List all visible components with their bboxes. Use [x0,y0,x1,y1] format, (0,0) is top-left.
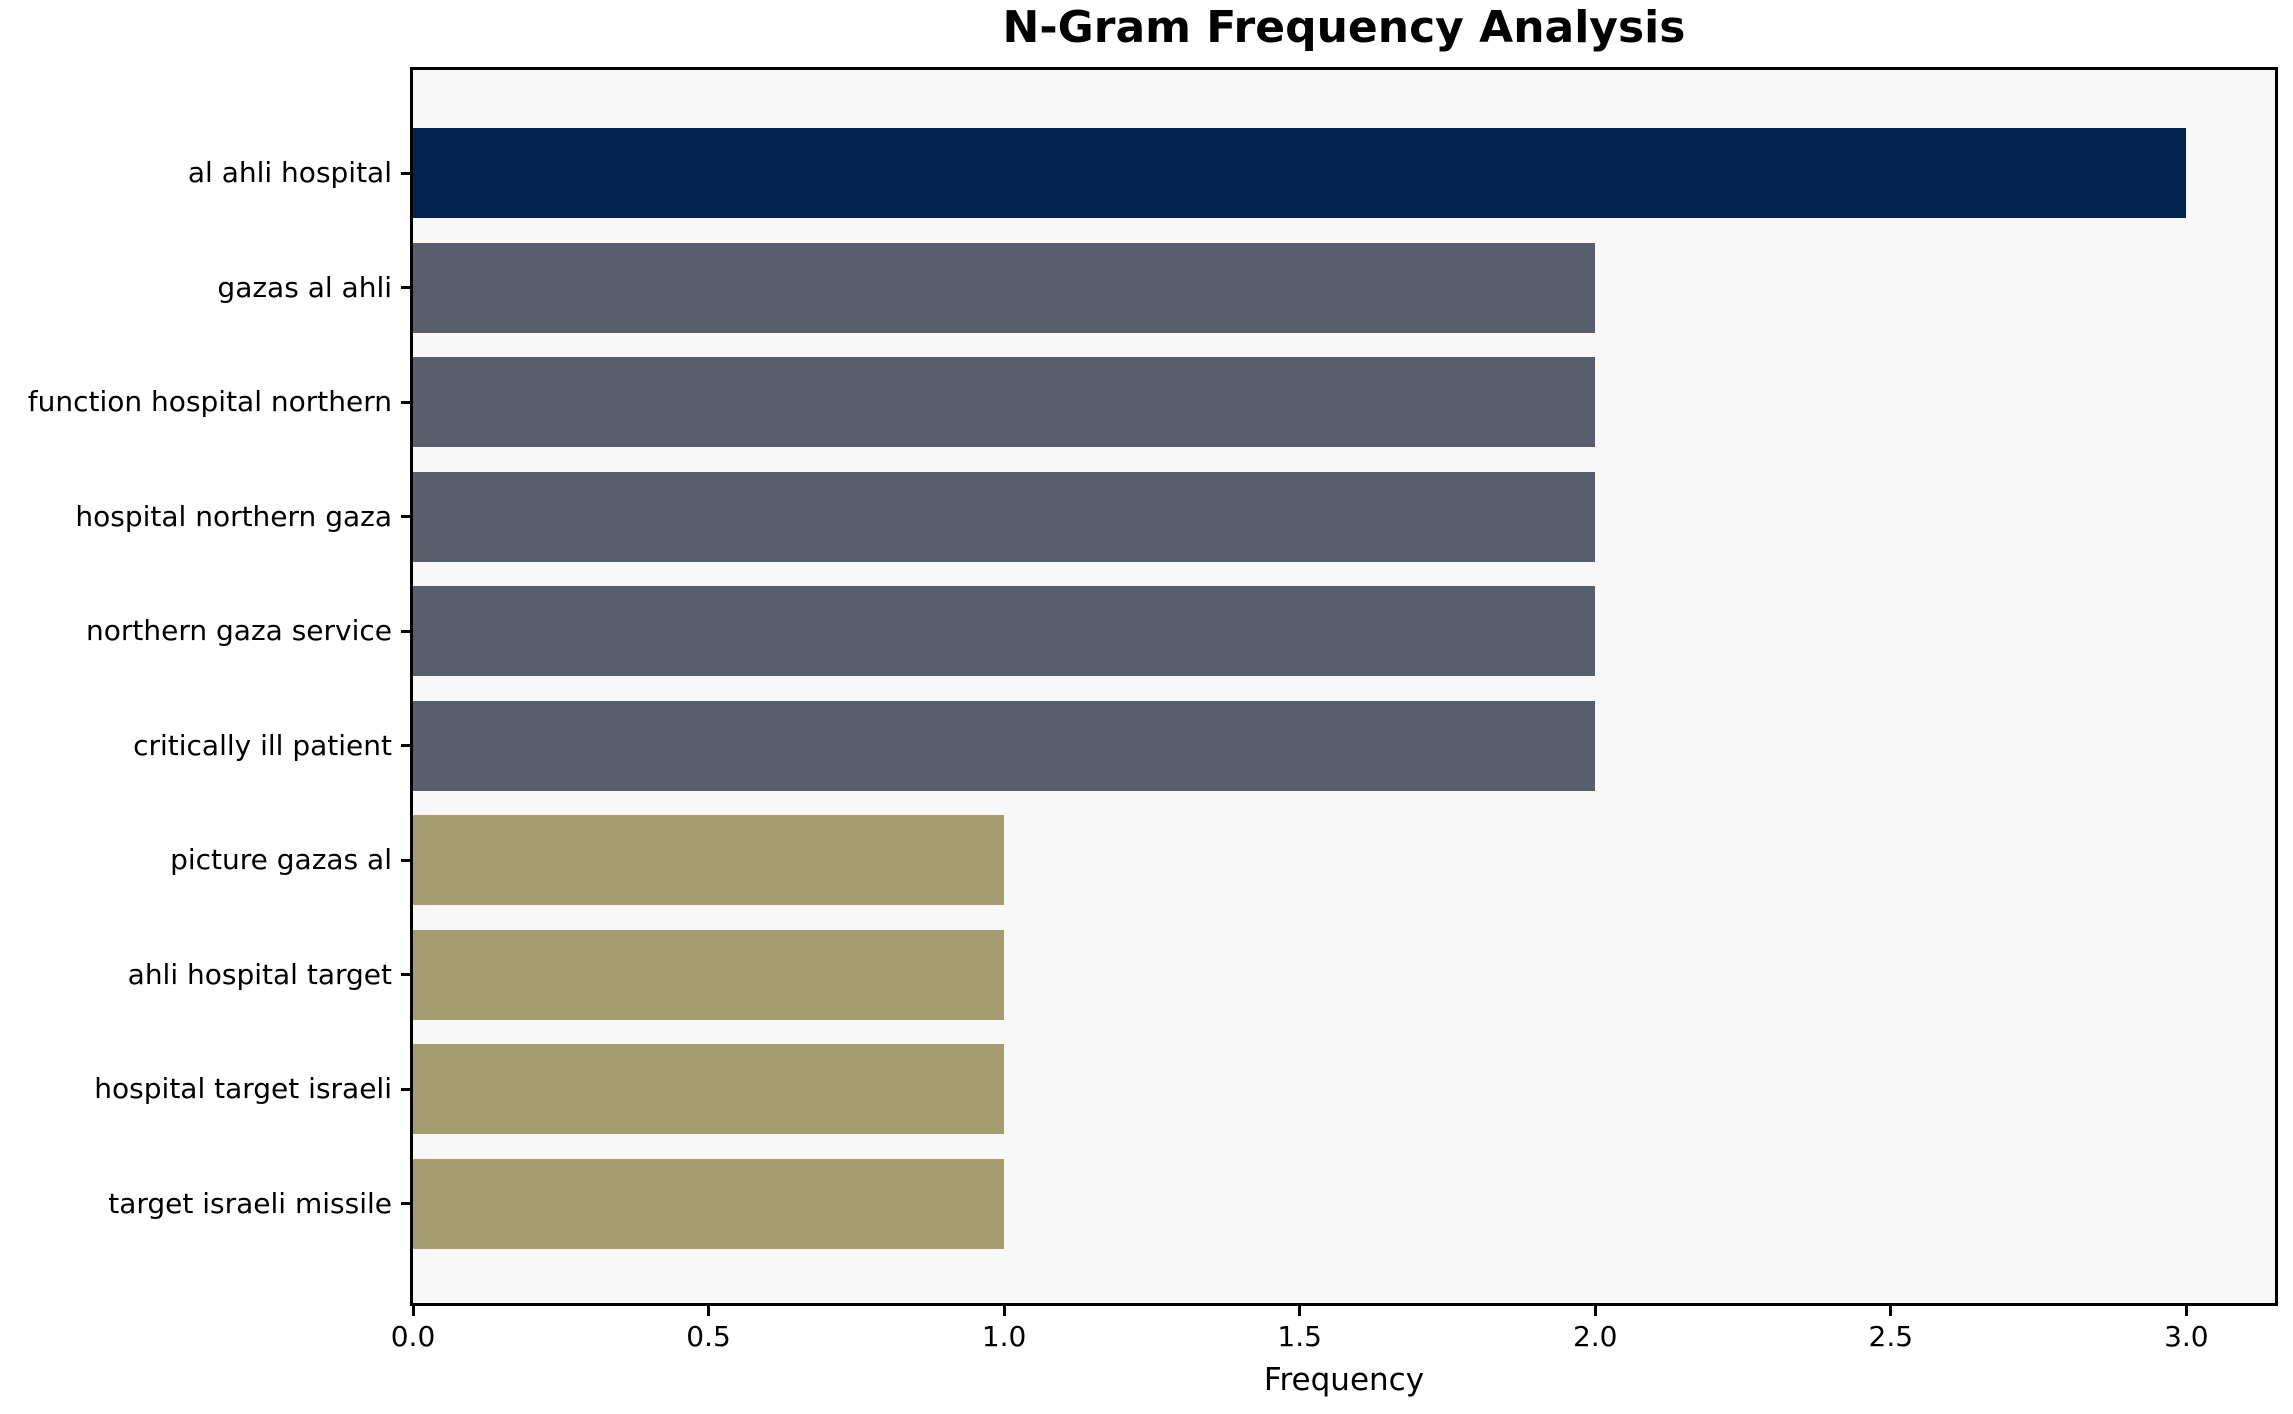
x-tick-label: 1.0 [981,1320,1027,1353]
y-tick-label: target israeli missile [108,1186,392,1220]
x-tick-mark [1889,1303,1893,1316]
x-tick-label: 0.0 [390,1320,436,1353]
y-tick-mark [401,286,413,289]
y-tick-label: critically ill patient [133,728,392,762]
y-tick-label: hospital target israeli [94,1072,392,1105]
bar [413,586,1596,676]
x-tick-label: 2.0 [1572,1320,1618,1353]
y-tick-label: al ahli hospital [187,156,392,189]
y-tick-label: ahli hospital target [127,957,392,991]
bar [413,471,1596,562]
y-tick-mark [401,400,413,404]
bar [413,815,1005,905]
x-tick-mark [1593,1303,1597,1316]
y-tick-mark [401,171,413,175]
bar [413,128,2187,218]
x-tick-mark [1298,1303,1302,1316]
y-tick-mark [401,629,413,633]
y-tick-label: northern gaza service [86,614,392,647]
y-tick-label: gazas al ahli [217,270,392,304]
y-tick-mark [401,744,413,747]
y-tick-mark [401,1202,413,1205]
y-tick-mark [401,515,413,518]
x-tick-mark [2184,1303,2188,1316]
x-tick-label: 1.5 [1277,1320,1322,1353]
x-tick-mark [1002,1303,1006,1316]
x-axis-label: Frequency [1263,1362,1425,1398]
y-tick-label: picture gazas al [170,843,392,876]
bar [413,1044,1005,1134]
bar [413,929,1005,1020]
y-tick-label: function hospital northern [27,385,392,418]
bar [413,700,1596,791]
bar [413,357,1596,447]
bar [413,242,1596,333]
chart-title: N-Gram Frequency Analysis [1002,2,1686,53]
y-tick-mark [401,858,413,862]
y-tick-mark [401,973,413,976]
y-tick-label: hospital northern gaza [75,499,392,533]
y-tick-mark [401,1087,413,1091]
x-tick-mark [707,1303,711,1316]
x-tick-label: 0.5 [686,1320,731,1353]
x-tick-label: 2.5 [1868,1320,1914,1353]
plot-area [410,67,2278,1306]
x-tick-label: 3.0 [2164,1320,2209,1353]
bar [413,1158,1005,1249]
x-tick-mark [411,1303,415,1316]
